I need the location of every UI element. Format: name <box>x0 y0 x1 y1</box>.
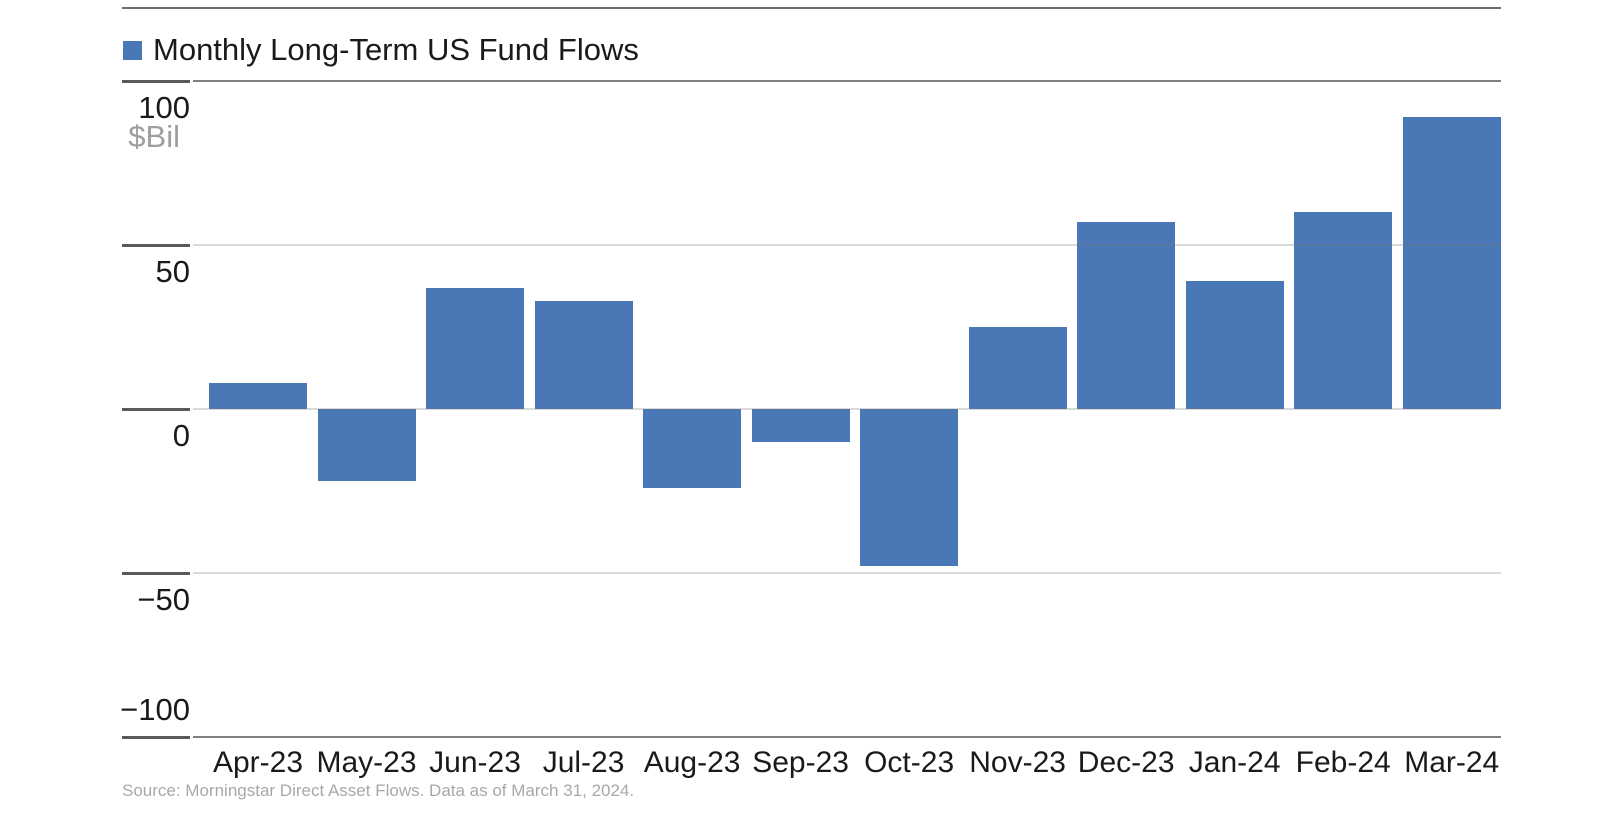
x-tick-label-Oct-23: Oct-23 <box>864 746 955 779</box>
bar-Aug-23 <box>643 409 742 488</box>
x-tick-label-Aug-23: Aug-23 <box>643 746 741 779</box>
x-tick-label-Apr-23: Apr-23 <box>212 746 304 779</box>
x-tick-label-Jan-24: Jan-24 <box>1188 746 1281 779</box>
gridline--100 <box>193 736 1501 738</box>
bar-Nov-23 <box>968 327 1067 409</box>
gridline--50 <box>193 572 1501 574</box>
legend-swatch <box>123 40 142 60</box>
y-axis-unit-label: $Bil <box>128 119 180 154</box>
x-tick-label-Sep-23: Sep-23 <box>752 746 849 779</box>
x-tick-label-May-23: May-23 <box>316 746 417 779</box>
x-tick-label-Jun-23: Jun-23 <box>429 746 521 779</box>
y-tick-100 <box>122 80 190 83</box>
x-tick-label-Feb-24: Feb-24 <box>1295 746 1391 779</box>
chart-title: Monthly Long-Term US Fund Flows <box>153 32 639 67</box>
x-tick-label-Mar-24: Mar-24 <box>1404 746 1500 779</box>
y-tick-50 <box>122 244 190 247</box>
legend: Monthly Long-Term US Fund Flows <box>123 32 639 67</box>
x-tick-label-Nov-23: Nov-23 <box>969 746 1066 779</box>
source-note: Source: Morningstar Direct Asset Flows. … <box>122 781 635 800</box>
bar-May-23 <box>317 409 416 482</box>
y-tick--100 <box>122 736 190 739</box>
x-tick-label-Jul-23: Jul-23 <box>542 746 625 779</box>
y-tick-label-100: 100 <box>138 90 190 125</box>
gridline-0 <box>193 408 1501 410</box>
bar-Feb-24 <box>1294 212 1393 409</box>
bar-Jun-23 <box>426 287 525 409</box>
bar-Dec-23 <box>1077 222 1176 409</box>
bar-Jan-24 <box>1185 281 1284 409</box>
y-tick-0 <box>122 408 190 411</box>
bar-Sep-23 <box>751 409 850 442</box>
bar-Apr-23 <box>209 382 307 409</box>
y-tick-label--50: −50 <box>137 582 190 617</box>
gridline-100 <box>193 80 1501 82</box>
plot-area <box>193 80 1501 738</box>
y-tick-label-0: 0 <box>172 418 190 453</box>
y-tick--50 <box>122 572 190 575</box>
x-tick-label-Dec-23: Dec-23 <box>1077 746 1175 779</box>
y-tick-label--100: −100 <box>120 692 190 727</box>
y-tick-label-50: 50 <box>155 254 190 289</box>
header-rule <box>122 7 1501 9</box>
bar-Jul-23 <box>534 300 633 409</box>
gridline-50 <box>193 244 1501 246</box>
bar-Oct-23 <box>860 409 959 567</box>
bar-Mar-24 <box>1402 117 1501 409</box>
